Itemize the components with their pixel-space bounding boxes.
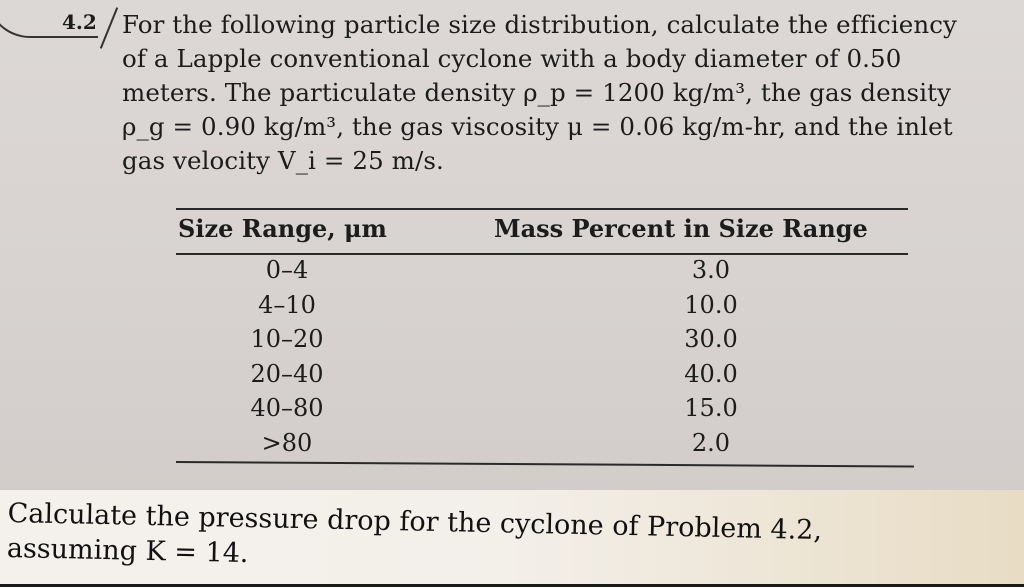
mass-cell: 2.0 [691,428,731,457]
distribution-table: 0–4 3.0 4–10 10.0 10–20 30.0 20–40 40.0 … [176,256,916,463]
size-cell: 10–20 [250,325,324,353]
mass-cell: 30.0 [684,325,738,353]
problem-line: of a Lapple conventional cyclone with a … [122,44,902,73]
table-top-rule [176,208,908,210]
table-header-rule [176,253,908,255]
problem-line: gas velocity V_i = 25 m/s. [122,146,444,175]
table-row: 0–4 3.0 [176,256,916,291]
problem-number: 4.2 [62,10,97,34]
table-row: 10–20 30.0 [176,325,916,360]
mass-cell: 3.0 [691,256,731,284]
size-range-header: Size Range, μm [178,214,387,243]
problem-line: For the following particle size distribu… [122,10,957,39]
problem-number-circle [0,0,98,38]
pressure-drop-question: Calculate the pressure drop for the cycl… [7,496,1024,587]
textbook-page: 4.2 For the following particle size dist… [0,0,1024,490]
problem-line: meters. The particulate density ρ_p = 12… [122,78,952,107]
table-row: 4–10 10.0 [176,291,916,326]
table-row: >80 2.0 [176,429,916,464]
mass-cell: 40.0 [684,359,738,388]
size-cell: 0–4 [265,256,309,284]
size-cell: 40–80 [250,394,324,422]
size-cell: >80 [261,428,313,457]
problem-number-slash [99,7,119,49]
mass-cell: 15.0 [684,394,738,422]
problem-line: ρ_g = 0.90 kg/m³, the gas viscosity μ = … [122,112,953,141]
size-cell: 4–10 [258,290,316,319]
problem-statement: For the following particle size distribu… [122,8,982,178]
question-strip: Calculate the pressure drop for the cycl… [0,490,1024,584]
table-row: 20–40 40.0 [176,360,916,395]
size-cell: 20–40 [250,359,324,388]
mass-percent-header: Mass Percent in Size Range [494,214,868,243]
mass-cell: 10.0 [684,290,738,319]
table-row: 40–80 15.0 [176,394,916,429]
